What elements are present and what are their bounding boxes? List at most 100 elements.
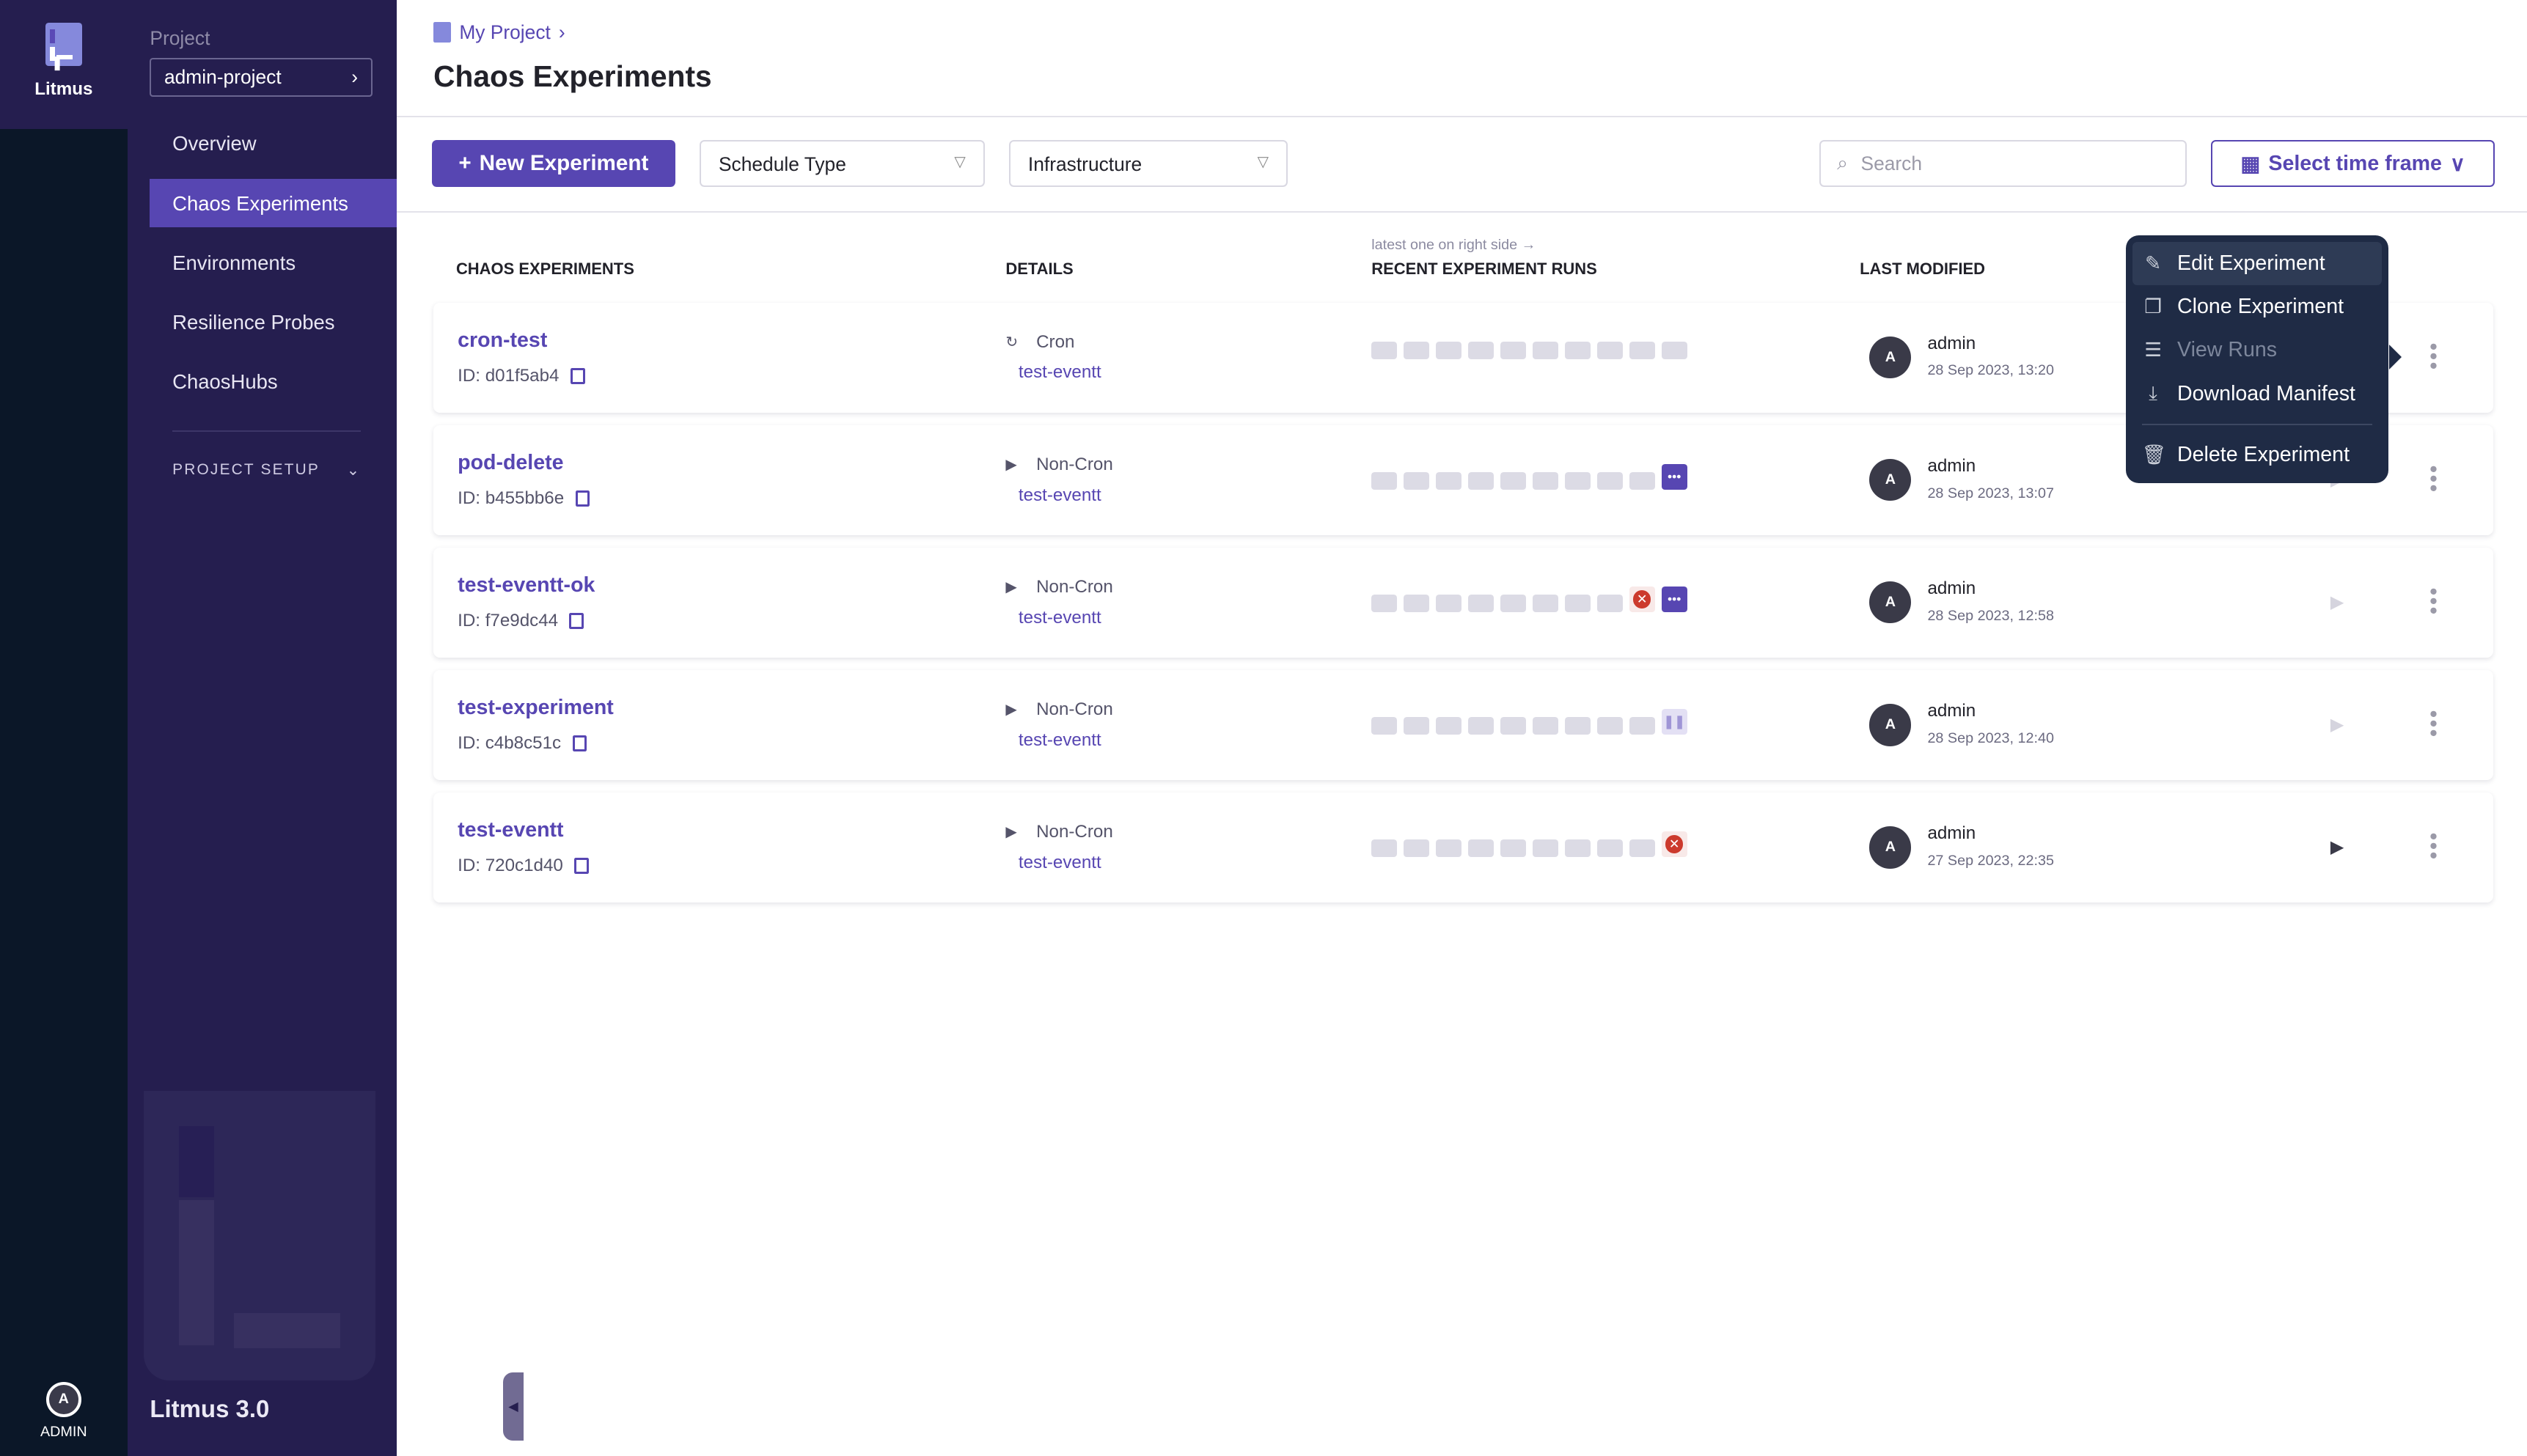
copy-icon[interactable] <box>572 735 587 751</box>
infrastructure-dropdown[interactable]: Infrastructure ▽ <box>1008 140 1288 187</box>
experiment-id: ID: d01f5ab4 <box>458 365 585 386</box>
experiment-name[interactable]: cron-test <box>458 328 548 353</box>
breadcrumb-project[interactable]: My Project <box>459 21 551 43</box>
search-icon: ⌕ <box>1837 152 1848 174</box>
sidebar-item-chaoshubs[interactable]: ChaosHubs <box>172 370 278 394</box>
run-failed-icon[interactable]: ✕ <box>1629 586 1655 613</box>
schedule-label: Non-Cron <box>1036 576 1113 597</box>
more-options-icon[interactable]: • • • <box>2429 700 2438 746</box>
header-runs: RECENT EXPERIMENT RUNS <box>1371 259 1597 278</box>
recent-runs: ✕ <box>1371 831 1687 858</box>
schedule-type-dropdown[interactable]: Schedule Type ▽ <box>699 140 985 187</box>
run-empty-slot <box>1468 471 1494 490</box>
avatar: A <box>1869 459 1912 501</box>
run-empty-slot <box>1436 471 1462 490</box>
run-empty-slot <box>1661 341 1687 360</box>
chevron-right-icon: › <box>558 21 565 43</box>
sidebar-item-chaos-experiments[interactable]: Chaos Experiments <box>150 178 397 227</box>
menu-item-label: Edit Experiment <box>2177 251 2325 275</box>
run-failed-icon[interactable]: ✕ <box>1661 831 1687 858</box>
brand[interactable]: Litmus <box>0 0 128 129</box>
modified-by: admin <box>1927 823 1976 844</box>
sidebar-item-resilience-probes[interactable]: Resilience Probes <box>172 311 335 334</box>
clone-icon: ❐ <box>2144 295 2162 318</box>
project-name: admin-project <box>164 65 282 88</box>
project-setup-toggle[interactable]: PROJECT SETUP ⌄ <box>172 461 361 479</box>
run-empty-slot <box>1371 716 1398 735</box>
copy-icon[interactable] <box>569 612 584 629</box>
infrastructure-link[interactable]: test-eventt <box>1018 729 1101 750</box>
project-selector[interactable]: admin-project › <box>150 58 373 97</box>
project-setup-label: PROJECT SETUP <box>172 460 320 478</box>
time-frame-button[interactable]: ▦ Select time frame ∨ <box>2211 140 2495 187</box>
copy-icon[interactable] <box>575 490 590 507</box>
table-row[interactable]: test-eventt-ok ID: f7e9dc44 ▶ Non-Cron te… <box>433 548 2493 658</box>
menu-divider <box>2141 423 2373 426</box>
new-experiment-button[interactable]: + New Experiment <box>431 140 675 187</box>
breadcrumb[interactable]: My Project › <box>433 21 565 44</box>
sidebar-item-environments[interactable]: Environments <box>172 251 296 274</box>
chevron-down-icon: ▽ <box>1257 153 1269 170</box>
experiment-name[interactable]: pod-delete <box>458 451 564 475</box>
chevron-down-icon: ∨ <box>2449 152 2465 176</box>
table-row[interactable]: test-eventt ID: 720c1d40 ▶ Non-Cron test-… <box>433 793 2493 902</box>
modified-by: admin <box>1927 578 1976 598</box>
more-options-icon[interactable]: • • • <box>2429 823 2438 869</box>
menu-item-download[interactable]: ⤓ Download Manifest <box>2132 372 2383 416</box>
modified-by: admin <box>1927 455 1976 476</box>
copy-icon[interactable] <box>570 367 585 384</box>
more-options-icon[interactable]: • • • <box>2429 455 2438 501</box>
sidebar-item-overview[interactable]: Overview <box>172 132 257 155</box>
run-paused-icon[interactable]: ❚❚ <box>1661 708 1687 735</box>
divider <box>172 430 362 432</box>
run-experiment-icon[interactable]: ▶ <box>2330 714 2344 735</box>
experiment-id: ID: 720c1d40 <box>458 856 589 876</box>
run-empty-slot <box>1629 839 1655 858</box>
search-input[interactable]: ⌕ Search <box>1819 140 2187 187</box>
run-empty-slot <box>1404 594 1430 613</box>
experiment-id-text: ID: d01f5ab4 <box>458 365 560 386</box>
run-experiment-icon[interactable]: ▶ <box>2330 837 2344 857</box>
schedule-type: ▶ Non-Cron <box>1005 699 1112 720</box>
more-options-icon[interactable]: • • • <box>2429 578 2438 624</box>
modified-by: admin <box>1927 700 1976 721</box>
experiment-id: ID: b455bb6e <box>458 488 590 509</box>
run-empty-slot <box>1564 716 1591 735</box>
menu-item-clone[interactable]: ❐ Clone Experiment <box>2132 285 2383 328</box>
copy-icon[interactable] <box>574 857 589 874</box>
table-row[interactable]: test-experiment ID: c4b8c51c ▶ Non-Cron t… <box>433 670 2493 780</box>
run-empty-slot <box>1629 341 1655 360</box>
modified-date: 28 Sep 2023, 13:20 <box>1927 362 2054 379</box>
run-empty-slot <box>1500 471 1527 490</box>
schedule-label: Non-Cron <box>1036 699 1113 719</box>
menu-item-delete[interactable]: 🗑 Delete Experiment <box>2132 433 2383 477</box>
experiment-name[interactable]: test-eventt <box>458 818 564 842</box>
run-running-icon[interactable]: ••• <box>1661 586 1687 613</box>
divider <box>396 116 2527 118</box>
run-empty-slot <box>1596 341 1623 360</box>
infrastructure-link[interactable]: test-eventt <box>1018 485 1101 505</box>
infrastructure-link[interactable]: test-eventt <box>1018 362 1101 383</box>
run-running-icon[interactable]: ••• <box>1661 463 1687 490</box>
menu-item-edit[interactable]: ✎ Edit Experiment <box>2132 241 2383 285</box>
user-account[interactable]: A ADMIN <box>0 1381 128 1441</box>
infrastructure-link[interactable]: test-eventt <box>1018 607 1101 628</box>
header-modified: LAST MODIFIED <box>1860 259 1985 278</box>
experiment-name[interactable]: test-experiment <box>458 696 614 720</box>
experiment-name[interactable]: test-eventt-ok <box>458 573 595 598</box>
avatar: A <box>1869 704 1912 746</box>
run-empty-slot <box>1404 341 1430 360</box>
main: My Project › Chaos Experiments + New Exper… <box>396 0 2527 1456</box>
menu-item-label: Clone Experiment <box>2177 295 2344 319</box>
header-details: DETAILS <box>1005 259 1074 278</box>
more-options-icon[interactable]: • • • <box>2429 333 2438 379</box>
run-empty-slot <box>1404 716 1430 735</box>
run-experiment-icon[interactable]: ▶ <box>2330 592 2344 612</box>
modified-date: 27 Sep 2023, 22:35 <box>1927 852 2054 869</box>
run-empty-slot <box>1564 471 1591 490</box>
collapse-sidebar-button[interactable]: ◀ <box>502 1372 524 1441</box>
menu-item-label: View Runs <box>2177 338 2278 362</box>
avatar: A <box>1869 337 1912 379</box>
context-menu: ✎ Edit Experiment ❐ Clone Experiment ☰ View… <box>2125 235 2402 484</box>
infrastructure-link[interactable]: test-eventt <box>1018 852 1101 872</box>
